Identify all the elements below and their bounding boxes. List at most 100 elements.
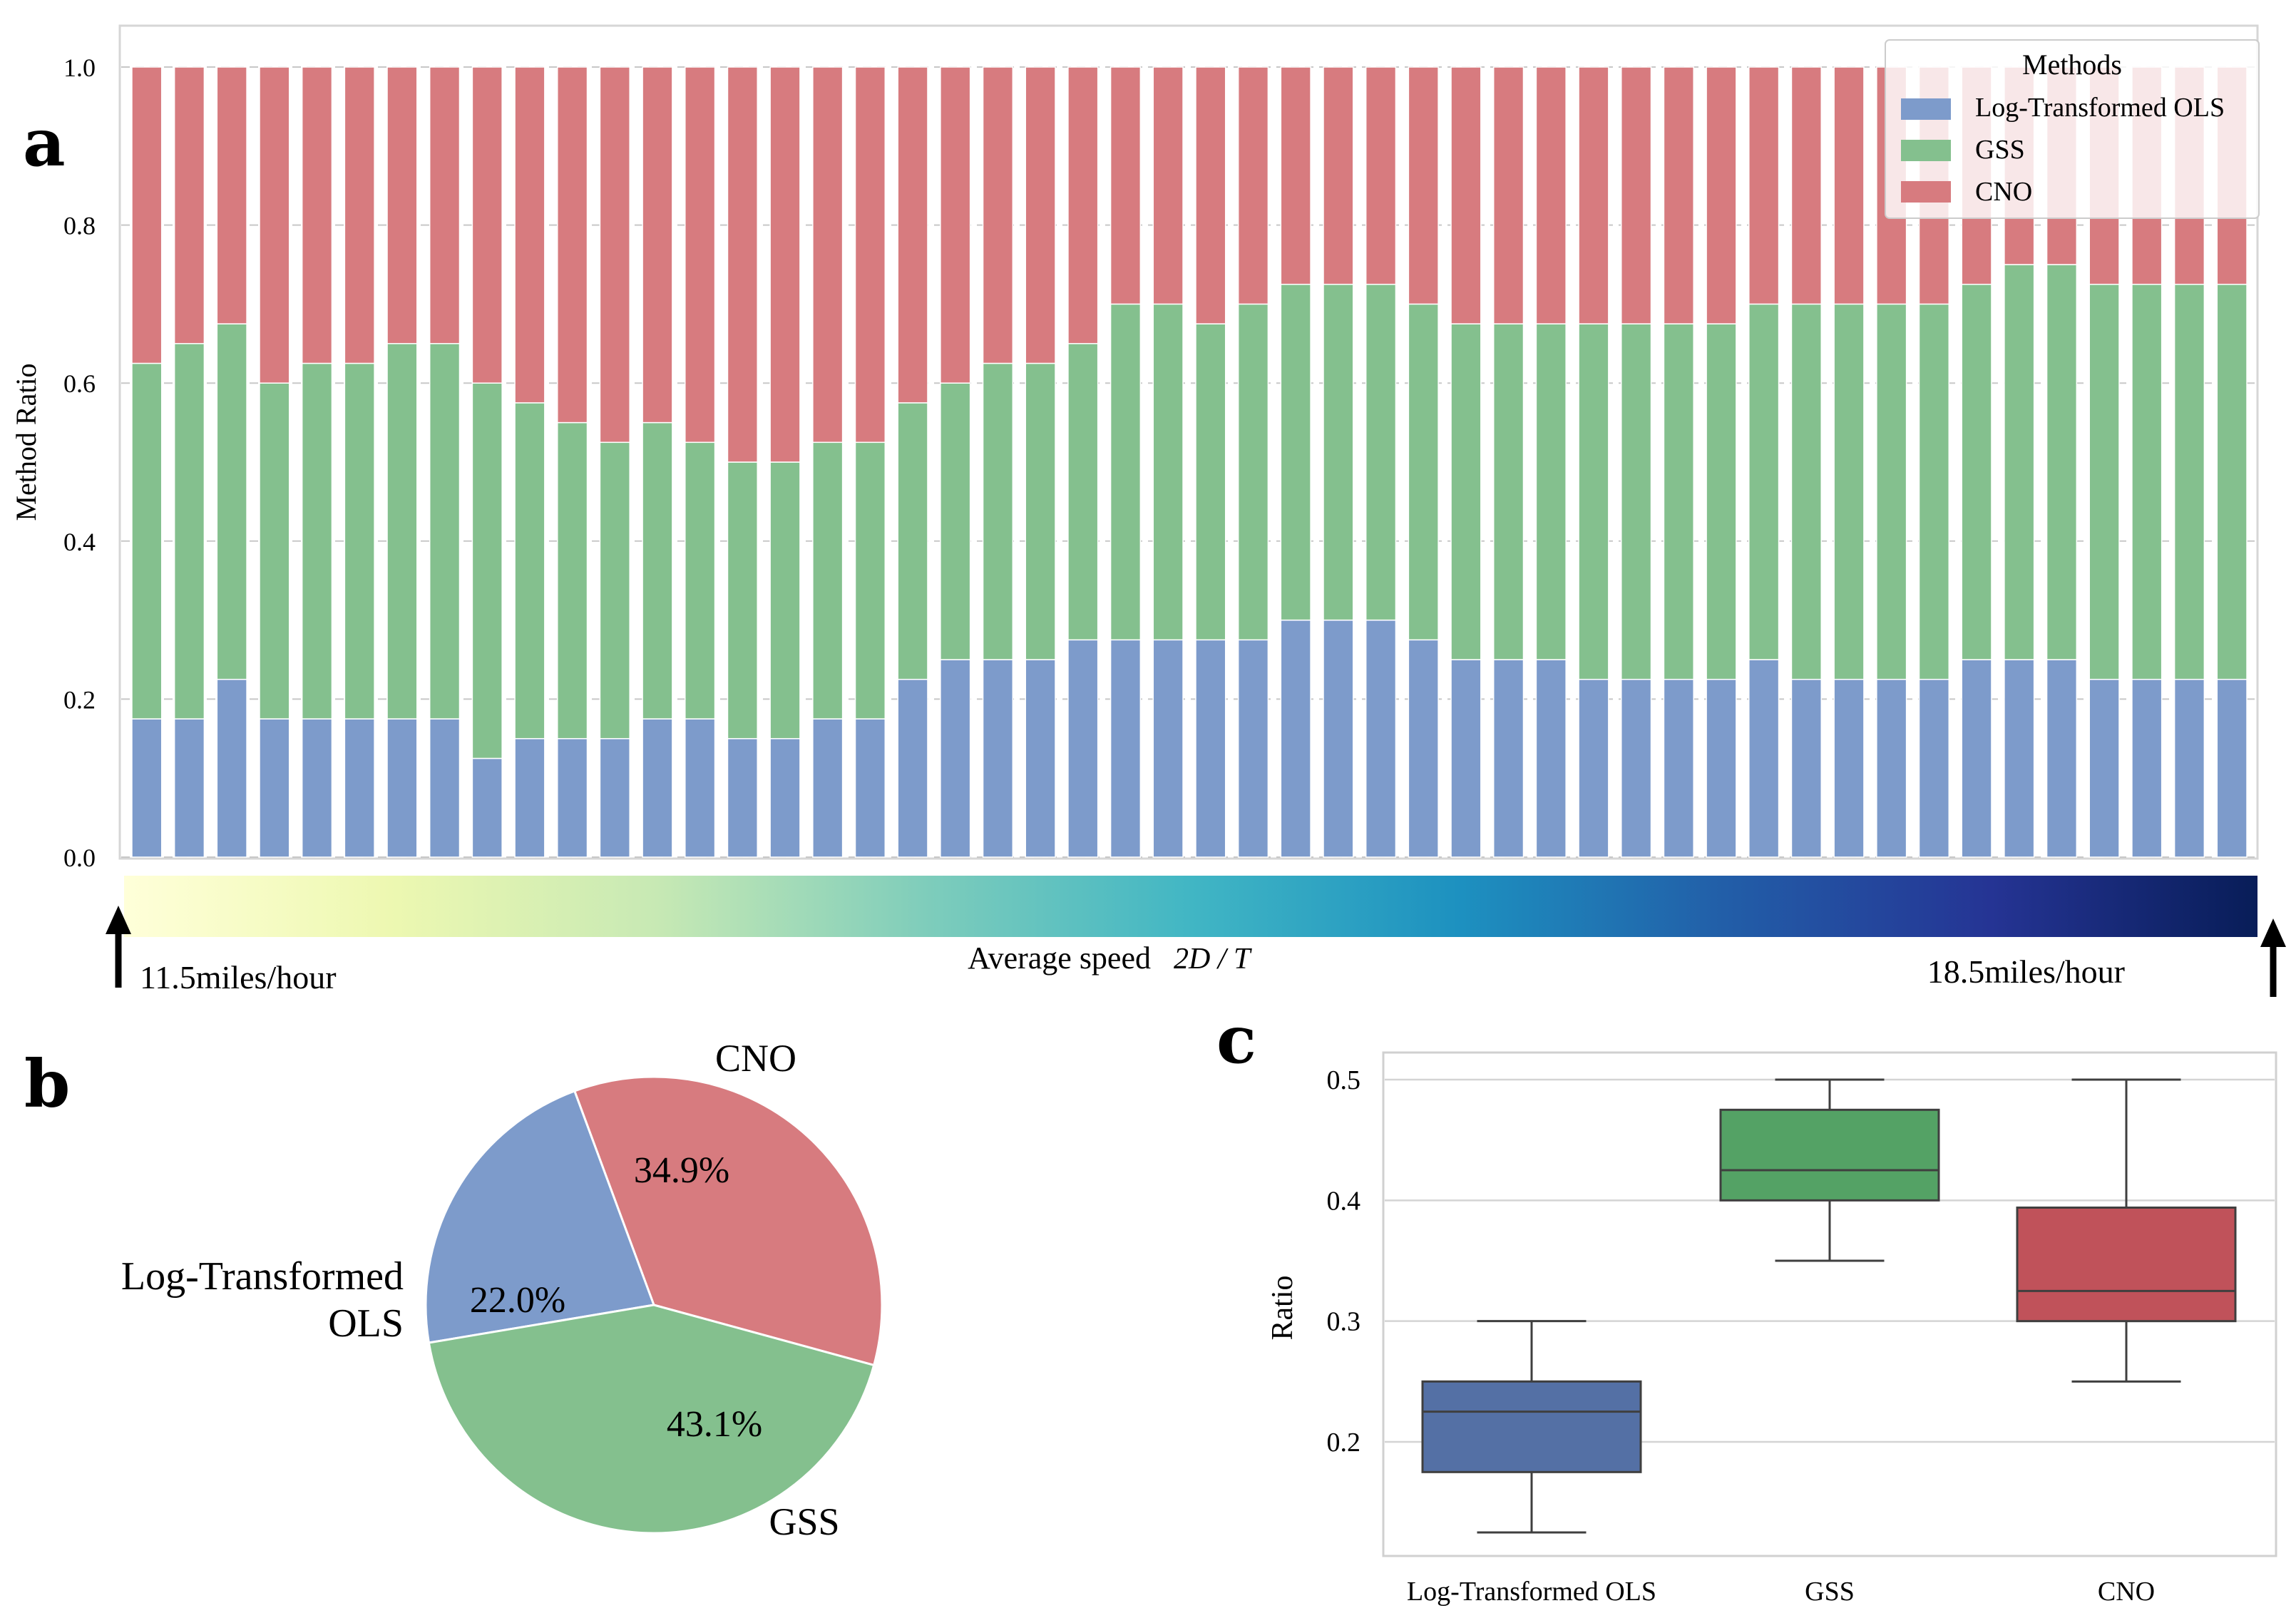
bar-segment-gss (1535, 323, 1567, 660)
bar-segment-ols (1025, 659, 1056, 858)
bar-segment-ols (599, 738, 630, 858)
colorbar-max-label: 18.5miles/hour (1927, 953, 2125, 990)
bar-segment-gss (2046, 264, 2078, 660)
pie-pct-cno: 34.9% (634, 1150, 729, 1191)
bar-segment-ols (1280, 619, 1311, 858)
stacked-bar-chart: 0.0 0.2 0.4 0.6 0.8 1.0 Method Ratio Methods … (10, 24, 2286, 997)
bar-segment-ols (1152, 639, 1184, 858)
bar-segment-gss (344, 362, 375, 720)
bar-segment-cno (1152, 66, 1184, 305)
x-tick-label-c: Log-Transformed OLS (1407, 1577, 1656, 1607)
bar-segment-cno (599, 66, 630, 444)
bar-segment-cno (259, 66, 290, 384)
y-tick-label-a: 0.0 (63, 844, 96, 872)
bar-segment-gss (1492, 323, 1524, 660)
bar-segment-ols (429, 718, 461, 858)
bar-segment-gss (1067, 343, 1099, 641)
bar-segment-ols (1621, 678, 1652, 858)
pie-label-cno: CNO (715, 1037, 796, 1080)
bar-segment-gss (386, 343, 418, 720)
bar-segment-cno (429, 66, 461, 344)
bar-segment-ols (386, 718, 418, 858)
bar-segment-gss (1961, 283, 1992, 660)
bar-segment-ols (1790, 678, 1822, 858)
bar-segment-gss (216, 323, 247, 680)
bar-segment-gss (897, 402, 928, 680)
pie-label-gss: GSS (769, 1500, 839, 1543)
bar-segment-ols (1663, 678, 1694, 858)
bar-segment-gss (557, 421, 588, 739)
bar-segment-cno (514, 66, 545, 404)
y-tick-label-a: 1.0 (63, 53, 96, 82)
bar-segment-cno (727, 66, 758, 463)
speed-colorbar (124, 876, 2257, 937)
bar-segment-gss (982, 362, 1014, 660)
bar-segment-cno (1748, 66, 1780, 305)
pie-slice-ols (424, 1090, 656, 1344)
bar-segment-gss (301, 362, 333, 720)
bar-segment-ols (1535, 659, 1567, 858)
bar-segment-ols (727, 738, 758, 858)
bar-segment-gss (1833, 303, 1865, 680)
bar-segment-ols (1365, 619, 1397, 858)
x-tick-label-c: GSS (1805, 1577, 1855, 1607)
pie-slice-gss (427, 1304, 876, 1535)
bar-segment-ols (1492, 659, 1524, 858)
bar-segment-gss (1876, 303, 1907, 680)
x-tick-label-c: CNO (2098, 1577, 2155, 1607)
bar-segment-ols (131, 718, 163, 858)
pie-label-ols-line2: OLS (328, 1301, 404, 1346)
colorbar-min-label: 11.5miles/hour (140, 959, 337, 995)
bar-segment-cno (173, 66, 205, 344)
legend-entry-gss: GSS (1975, 135, 2025, 165)
bar-segment-ols (557, 738, 588, 858)
y-tick-label-a: 0.4 (63, 528, 96, 556)
bar-segment-gss (1195, 323, 1226, 641)
bar-segment-cno (131, 66, 163, 364)
bar-segment-gss (769, 461, 801, 739)
bar-segment-cno (854, 66, 886, 444)
bar-segment-cno (344, 66, 375, 364)
bar-segment-gss (1663, 323, 1694, 680)
bar-segment-cno (1578, 66, 1609, 324)
bar-segment-cno (216, 66, 247, 324)
colorbar-formula: 2D / T (1174, 943, 1252, 976)
bar-segment-ols (1450, 659, 1482, 858)
bar-segment-cno (897, 66, 928, 404)
bar-segment-ols (2216, 678, 2248, 858)
pie-chart: CNO GSS Log-Transformed OLS 34.9% 43.1% … (121, 1037, 883, 1543)
bar-segment-gss (2004, 264, 2035, 660)
legend-box (1885, 39, 2260, 219)
bar-segment-ols (259, 718, 290, 858)
pie-label-ols-line1: Log-Transformed (121, 1254, 404, 1299)
bar-segment-gss (685, 441, 716, 720)
bar-segment-gss (1621, 323, 1652, 680)
arrow-up-icon-left (106, 906, 131, 988)
bar-segment-gss (1408, 303, 1439, 641)
bar-segment-gss (471, 382, 503, 759)
bar-segment-gss (259, 382, 290, 720)
bar-segment-cno (1408, 66, 1439, 305)
bar-segment-ols (642, 718, 673, 858)
bar-segment-cno (1280, 66, 1311, 285)
bar-segment-gss (599, 441, 630, 739)
box-gss (1719, 1108, 1940, 1202)
bar-segment-ols (2004, 659, 2035, 858)
legend-entry-cno: CNO (1975, 177, 2032, 207)
bar-segment-gss (1109, 303, 1142, 641)
bar-segment-ols (812, 718, 844, 858)
panel-label-b: b (24, 1045, 70, 1122)
bar-segment-cno (812, 66, 844, 444)
bar-segment-gss (514, 402, 545, 739)
bar-segment-cno (1535, 66, 1567, 324)
bar-segment-cno (1663, 66, 1694, 324)
bar-segment-ols (1323, 619, 1354, 858)
bar-segment-gss (173, 343, 205, 720)
bar-segment-ols (1961, 659, 1992, 858)
bar-segment-cno (1025, 66, 1056, 364)
legend-title: Methods (2022, 48, 2122, 81)
bar-segment-cno (642, 66, 673, 424)
bar-segment-gss (1323, 283, 1354, 621)
bar-segment-cno (386, 66, 418, 344)
y-axis-label-c: Ratio (1266, 1276, 1299, 1341)
